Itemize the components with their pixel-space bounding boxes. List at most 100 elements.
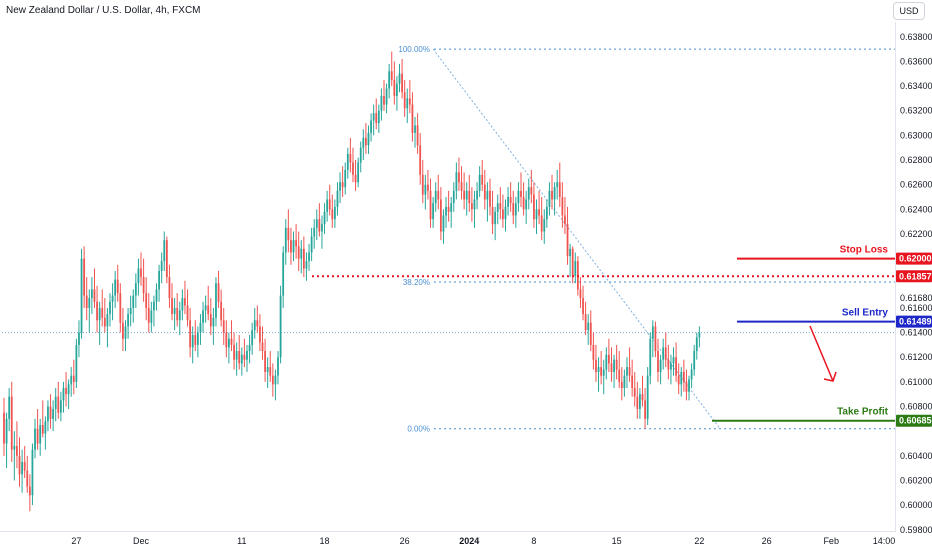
candle bbox=[191, 326, 194, 364]
candle bbox=[62, 381, 65, 413]
candle-body bbox=[23, 461, 26, 471]
currency-button[interactable]: USD bbox=[893, 2, 925, 20]
candle bbox=[323, 203, 326, 234]
candle bbox=[649, 332, 652, 385]
candle bbox=[602, 359, 605, 395]
candle bbox=[39, 418, 42, 456]
candle-body bbox=[633, 388, 636, 397]
candle bbox=[551, 174, 553, 210]
candle bbox=[483, 169, 486, 210]
candle bbox=[173, 298, 176, 331]
candle-body bbox=[235, 351, 238, 360]
candle bbox=[654, 321, 657, 358]
candle-body bbox=[176, 307, 179, 321]
candle-body bbox=[372, 113, 375, 121]
candle bbox=[227, 332, 230, 364]
candle bbox=[13, 431, 16, 481]
candle-body bbox=[129, 307, 132, 315]
candle bbox=[367, 125, 370, 154]
candle bbox=[186, 289, 189, 327]
candle-body bbox=[434, 190, 437, 204]
candle-body bbox=[672, 357, 675, 364]
candle bbox=[16, 421, 18, 469]
price-tag: 0.60685 bbox=[896, 414, 932, 427]
candle-body bbox=[212, 317, 215, 327]
candle bbox=[318, 203, 321, 237]
chart-title: New Zealand Dollar / U.S. Dollar, 4h, FX… bbox=[6, 5, 201, 16]
price-axis-divider bbox=[895, 22, 896, 532]
candle bbox=[538, 190, 540, 225]
candle-body bbox=[31, 449, 34, 496]
candle-body bbox=[354, 174, 357, 183]
candle bbox=[109, 293, 111, 327]
price-axis[interactable]: 0.63800 0.63600 0.63400 0.63200 0.63000 0.628… bbox=[896, 32, 932, 535]
candle-body bbox=[261, 342, 264, 352]
price-tag-bg bbox=[896, 270, 932, 283]
candle-body bbox=[106, 314, 109, 327]
candle-body bbox=[3, 412, 5, 444]
candle-body bbox=[168, 277, 171, 299]
candle bbox=[158, 264, 160, 302]
candle bbox=[101, 289, 104, 327]
candle bbox=[52, 400, 55, 432]
candle bbox=[615, 344, 618, 380]
candle-body bbox=[204, 305, 207, 311]
candle-body bbox=[220, 301, 223, 321]
candle bbox=[163, 231, 166, 271]
candle-body bbox=[584, 314, 587, 331]
candle-body bbox=[659, 359, 662, 373]
candle-body bbox=[225, 332, 228, 348]
candle bbox=[292, 231, 295, 262]
candle bbox=[646, 367, 649, 426]
candle bbox=[290, 227, 292, 265]
candle-body bbox=[452, 190, 455, 204]
candle bbox=[628, 347, 631, 382]
candle-body bbox=[62, 388, 65, 401]
candle bbox=[171, 283, 173, 321]
candle-body bbox=[173, 307, 176, 315]
candle bbox=[284, 219, 287, 265]
candle bbox=[672, 347, 675, 376]
candle-body bbox=[127, 314, 129, 327]
candle-body bbox=[375, 113, 378, 124]
trade-levels[interactable]: Stop Loss Sell Entry Take Profit bbox=[312, 245, 895, 422]
candle-body bbox=[548, 190, 551, 207]
candle bbox=[59, 391, 62, 422]
candle bbox=[507, 187, 509, 216]
candle-body bbox=[47, 406, 49, 422]
candle-body bbox=[83, 258, 86, 296]
candle-body bbox=[380, 95, 383, 111]
candle-body bbox=[248, 344, 251, 352]
price-tag-label: 0.62000 bbox=[899, 254, 932, 264]
candle bbox=[233, 332, 235, 370]
candle-body bbox=[607, 354, 610, 364]
candle bbox=[222, 307, 225, 345]
candle bbox=[693, 344, 696, 376]
candle bbox=[333, 199, 336, 228]
candle bbox=[155, 283, 158, 311]
time-axis[interactable]: 27 Dec 11 18 26 2024 8 15 22 26 Feb 14:00 bbox=[71, 536, 895, 546]
candle-body bbox=[450, 203, 453, 212]
candle bbox=[261, 326, 264, 360]
candle bbox=[132, 289, 135, 323]
time-tick-label: Dec bbox=[133, 536, 150, 546]
candle-body bbox=[142, 277, 145, 294]
candle bbox=[124, 320, 127, 352]
candle bbox=[209, 298, 212, 336]
candle-body bbox=[587, 322, 590, 331]
candle-body bbox=[574, 261, 577, 276]
candle bbox=[212, 307, 215, 345]
candle-body bbox=[620, 381, 623, 389]
candle bbox=[574, 252, 577, 284]
candle bbox=[184, 280, 186, 315]
candle bbox=[106, 307, 109, 348]
candle-body bbox=[57, 396, 60, 413]
candle-body bbox=[654, 326, 657, 352]
candle bbox=[57, 381, 60, 419]
price-tag-bg bbox=[896, 315, 932, 328]
fibonacci-retracement[interactable]: 100.00% 38.20% 0.00% bbox=[2, 45, 895, 434]
price-tick-label: 0.61600 bbox=[900, 303, 932, 313]
candle bbox=[279, 285, 282, 364]
candle bbox=[545, 199, 548, 228]
